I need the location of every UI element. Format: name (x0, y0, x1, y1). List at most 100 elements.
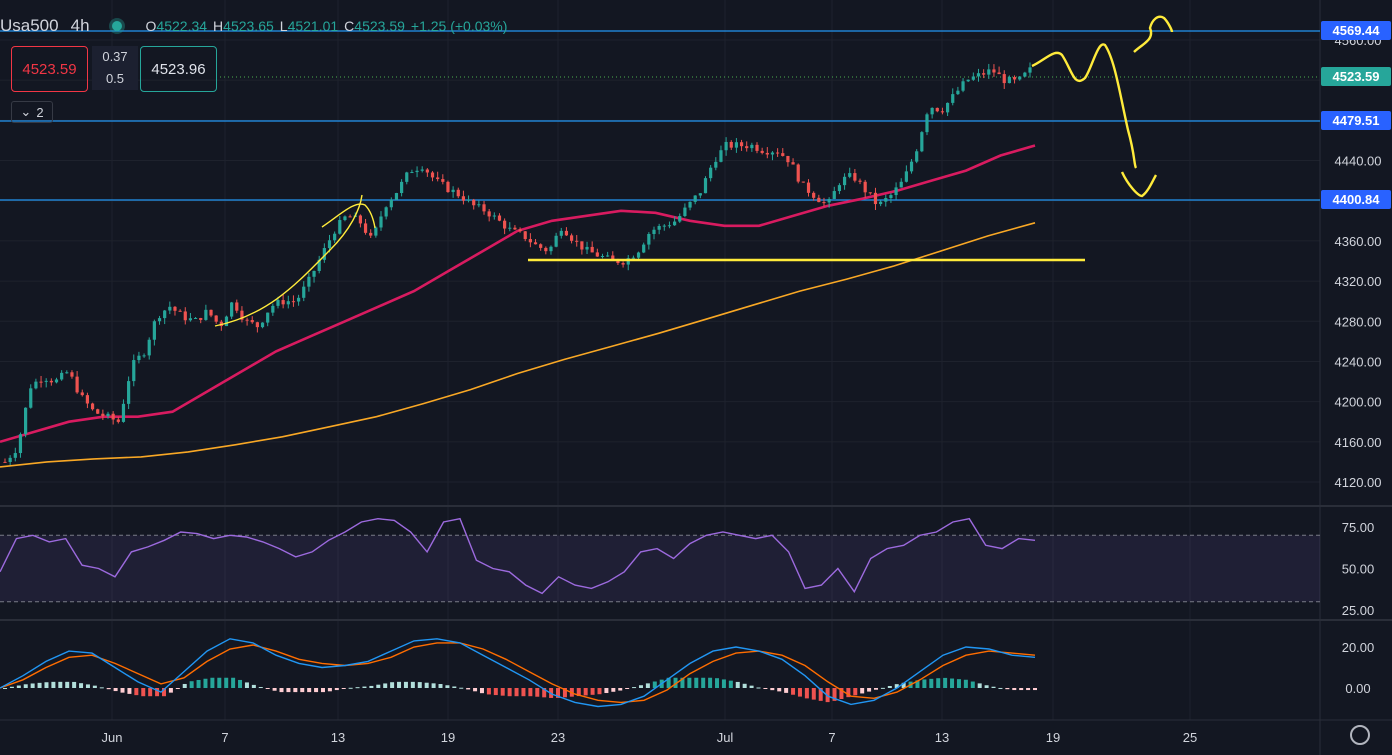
macd-histogram-bar (880, 687, 885, 689)
candle-body (1012, 77, 1017, 80)
candle-body (539, 244, 543, 248)
candle-body (168, 306, 172, 311)
macd-histogram-bar (120, 688, 125, 693)
candle-body (956, 90, 960, 95)
user-drawings[interactable] (214, 15, 1174, 327)
candle-body (296, 297, 301, 302)
macd-tick-label: 20.00 (1342, 640, 1375, 655)
candle-body (70, 372, 74, 377)
candle-body (492, 215, 496, 217)
macd-histogram-bar (320, 688, 325, 693)
candle-body (281, 300, 285, 305)
price-axis[interactable]: 4120.00 4160.00 4200.00 4240.00 4280.00 4320.… (1335, 33, 1382, 696)
candle-body (533, 242, 538, 245)
sell-button[interactable]: 4523.59 (11, 46, 88, 92)
horizontal-levels[interactable] (0, 30, 1320, 201)
macd-histogram-bar (950, 678, 955, 688)
macd-histogram-bar (507, 688, 512, 697)
candle-body (647, 233, 651, 245)
macd-histogram-bar (956, 679, 961, 688)
price-tick-label: 4200.00 (1335, 395, 1382, 410)
candle-body (13, 453, 17, 458)
ohlc-value: +1.25 (+0.03%) (410, 18, 508, 34)
candle-body (940, 111, 945, 113)
time-axis[interactable]: Jun 7 13 19 23 Jul 7 13 19 25 (102, 730, 1198, 745)
candle-body (441, 179, 445, 182)
candle-body (616, 259, 620, 264)
candle-body (873, 192, 878, 205)
last-price-tag[interactable]: 4523.59 (1321, 67, 1391, 86)
candle-body (904, 171, 908, 182)
macd-histogram-bar (749, 685, 754, 688)
candle-body (827, 198, 831, 203)
candle-body (518, 229, 522, 232)
candle-body (971, 76, 975, 80)
macd-histogram-bar (493, 688, 498, 696)
rsi-tick-label: 75.00 (1342, 520, 1375, 535)
rsi-band-fill (0, 535, 1320, 602)
macd-histogram-bar (403, 681, 408, 688)
candlestick-series (3, 62, 1032, 466)
projection-drawing (1031, 43, 1138, 169)
level-price-tag[interactable]: 4479.51 (1321, 111, 1391, 130)
macd-histogram-bar (832, 688, 837, 701)
candle-body (230, 302, 234, 317)
candle-body (327, 240, 332, 249)
level-price-tag[interactable]: 4400.84 (1321, 190, 1391, 209)
macd-histogram-bar (977, 683, 982, 688)
candle-body (786, 155, 790, 163)
candle-body (503, 220, 507, 229)
buy-button[interactable]: 4523.96 (140, 46, 217, 92)
candle-body (961, 81, 965, 91)
level-price-tag[interactable]: 4569.44 (1321, 21, 1391, 40)
candle-body (415, 170, 419, 173)
macd-histogram-bar (791, 688, 796, 695)
macd-histogram-bar (839, 688, 844, 700)
macd-histogram-bar (203, 678, 208, 688)
candle-body (65, 372, 69, 374)
macd-histogram-bar (735, 681, 740, 688)
candle-body (683, 207, 687, 217)
chevron-down-icon: ⌄ (20, 104, 32, 119)
candle-body (127, 381, 131, 404)
macd-histogram-bar (79, 683, 84, 688)
macd-histogram-bar (479, 688, 484, 694)
candle-body (420, 169, 424, 171)
symbol-name[interactable]: Usa500 (0, 16, 59, 35)
channel-drawing-curve (214, 194, 363, 327)
price-tick-label: 4360.00 (1335, 234, 1382, 249)
macd-histogram-bar (853, 688, 858, 696)
collapse-indicators-button[interactable]: ⌄ 2 (11, 101, 53, 123)
macd-line (0, 638, 1036, 708)
macd-histogram-bar (362, 686, 367, 688)
rsi-line (0, 517, 1036, 595)
macd-histogram-bar (721, 679, 726, 688)
candle-body (307, 276, 311, 287)
candle-body (894, 187, 898, 196)
candle-body (642, 244, 646, 253)
macd-histogram-bar (756, 687, 761, 689)
candle-body (909, 161, 914, 172)
timeframe-label[interactable]: 4h (70, 16, 90, 35)
candle-body (34, 381, 38, 389)
gear-icon[interactable] (1350, 725, 1370, 745)
macd-histogram-bar (804, 688, 809, 699)
macd-histogram-bar (708, 677, 713, 688)
candle-body (400, 181, 404, 194)
macd-histogram-bar (466, 688, 471, 690)
candle-body (791, 162, 795, 165)
time-tick-label: 19 (441, 730, 455, 745)
candle-body (595, 252, 599, 257)
candle-body (477, 204, 481, 206)
indicator-count: 2 (36, 104, 44, 120)
candle-body (240, 310, 244, 320)
candle-body (39, 381, 43, 383)
candle-body (116, 419, 120, 422)
macd-histogram-bar (715, 678, 720, 688)
candle-body (868, 192, 872, 194)
candle-body (714, 161, 718, 168)
candle-body (982, 73, 986, 75)
candle-body (193, 318, 198, 320)
macd-histogram-bar (846, 688, 851, 698)
